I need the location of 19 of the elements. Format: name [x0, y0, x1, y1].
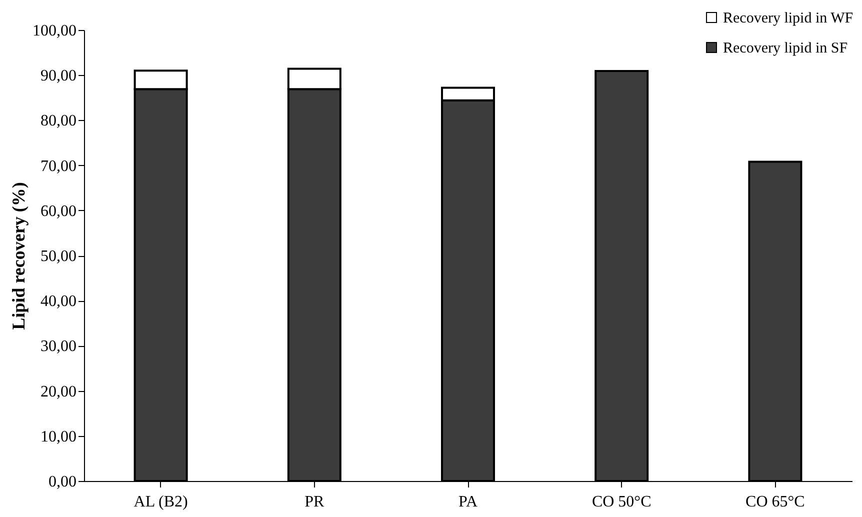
x-tick-label: AL (B2) — [134, 494, 188, 510]
y-tick-label: 0,00 — [48, 474, 76, 490]
y-tick-label: 80,00 — [40, 112, 76, 130]
x-tick-label: CO 50°C — [592, 494, 652, 510]
y-axis-title: Lipid recovery (%) — [8, 182, 28, 330]
y-tick-label: 100,00 — [32, 22, 76, 40]
y-tick-label: 40,00 — [40, 293, 76, 310]
y-tick-label: 10,00 — [40, 428, 76, 446]
y-tick-label: 50,00 — [40, 248, 76, 265]
y-tick-label: 20,00 — [40, 383, 76, 400]
x-tick-label: CO 65°C — [746, 494, 805, 510]
y-tick-label: 90,00 — [40, 68, 76, 85]
y-tick-label: 70,00 — [40, 158, 76, 175]
y-tick-label: 30,00 — [40, 338, 76, 356]
y-tick-label: 60,00 — [40, 202, 76, 220]
legend-label: Recovery lipid in SF — [723, 40, 848, 56]
x-tick-label: PA — [458, 494, 478, 510]
x-tick-label: PR — [304, 494, 325, 510]
legend-label: Recovery lipid in WF — [723, 10, 854, 26]
